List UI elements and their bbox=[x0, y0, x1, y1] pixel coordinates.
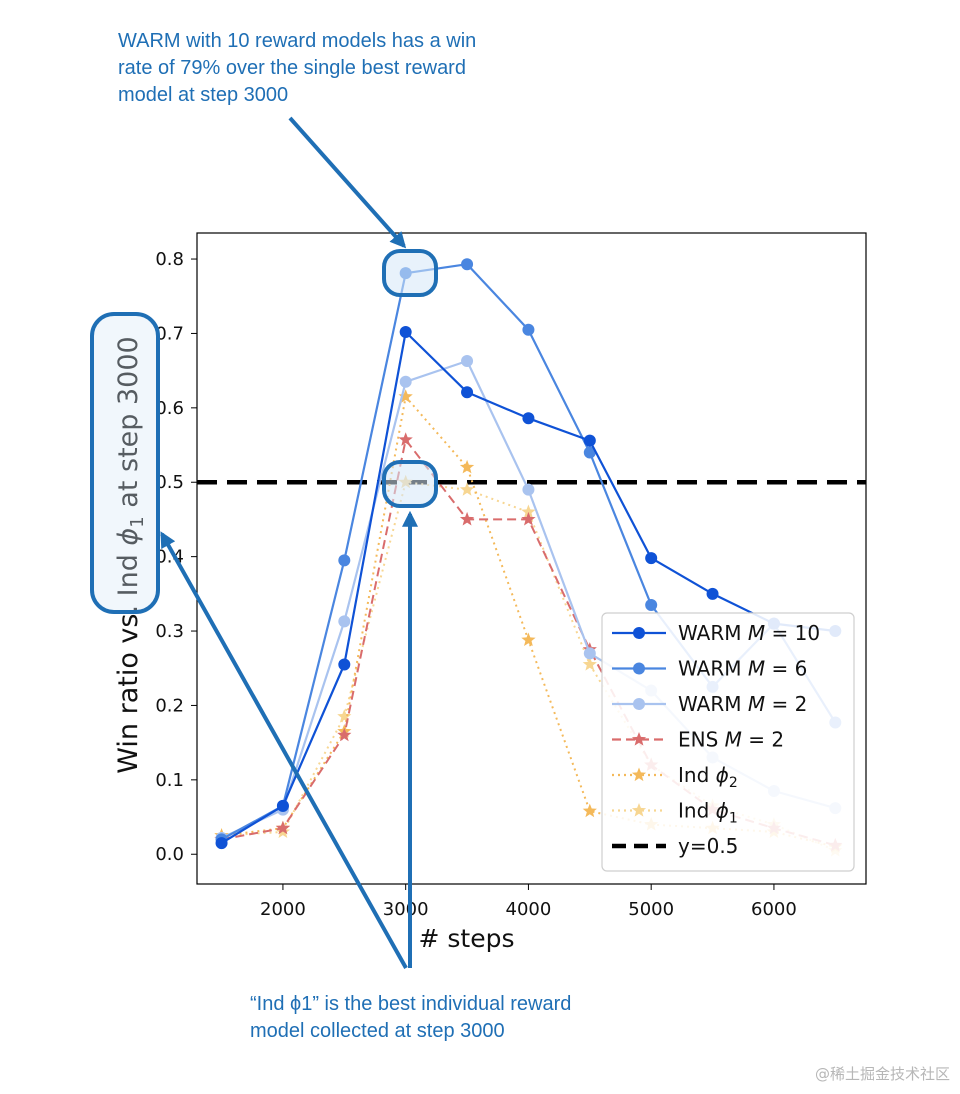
y-tick-label: 0.2 bbox=[155, 695, 184, 716]
data-point bbox=[275, 820, 291, 835]
annotation-top-line: model at step 3000 bbox=[118, 84, 289, 106]
legend-swatch-marker bbox=[631, 767, 647, 782]
legend-swatch-marker bbox=[633, 662, 645, 675]
x-tick-label: 6000 bbox=[751, 899, 797, 920]
data-point bbox=[583, 434, 596, 447]
data-point bbox=[521, 511, 536, 526]
data-point bbox=[215, 837, 228, 850]
arrow-to-peak bbox=[288, 116, 407, 249]
y-tick-label: 0.7 bbox=[155, 323, 184, 344]
legend-label-ens2: ENS M = 2 bbox=[678, 728, 784, 752]
data-point bbox=[522, 483, 535, 496]
data-point bbox=[398, 389, 413, 403]
data-point bbox=[461, 386, 474, 399]
legend-box bbox=[601, 612, 855, 872]
data-point bbox=[521, 632, 536, 646]
x-tick-label: 2000 bbox=[260, 899, 306, 920]
legend-label-warm10: WARM M = 10 bbox=[678, 621, 820, 645]
y-tick-label: 0.0 bbox=[155, 844, 184, 865]
axes: 2000 3000 4000 5000 60000.00.10.20.30.40.50.… bbox=[113, 232, 867, 953]
data-point bbox=[338, 554, 351, 567]
data-point bbox=[459, 482, 475, 496]
data-point bbox=[522, 412, 535, 425]
data-point bbox=[459, 459, 475, 474]
highlight-box-ylabel bbox=[90, 312, 160, 614]
annotation-top-line: WARM with 10 reward models has a win bbox=[118, 30, 477, 52]
data-point bbox=[706, 587, 719, 600]
legend-label-warm2: WARM M = 2 bbox=[678, 692, 807, 716]
legend-label-ind2: Ind ϕ2 bbox=[678, 763, 738, 791]
data-point bbox=[645, 599, 658, 611]
data-point bbox=[582, 803, 597, 818]
x-tick-label: 5000 bbox=[628, 899, 674, 920]
y-tick-label: 0.8 bbox=[155, 249, 184, 270]
plot-frame bbox=[196, 232, 867, 885]
data-point bbox=[582, 657, 597, 671]
watermark: @稀土掘金技术社区 bbox=[814, 1065, 950, 1083]
y-tick-label: 0.5 bbox=[155, 472, 184, 493]
y-tick-label: 0.3 bbox=[155, 621, 184, 642]
legend-swatch-marker bbox=[633, 698, 645, 710]
data-point bbox=[276, 799, 289, 812]
data-point bbox=[338, 615, 351, 628]
legend-label-ref: y=0.5 bbox=[678, 834, 738, 858]
data-point bbox=[583, 647, 596, 660]
legend-swatch-marker bbox=[631, 732, 647, 746]
data-point bbox=[338, 658, 351, 671]
annotation-top: WARM with 10 reward models has a win rat… bbox=[118, 28, 476, 109]
y-axis-label: Win ratio vs. Ind ϕ1 at step 3000 bbox=[113, 336, 148, 773]
annotation-bottom-line: “Ind ϕ1” is the best individual reward bbox=[250, 993, 572, 1015]
data-point bbox=[521, 504, 536, 519]
data-point bbox=[459, 511, 475, 526]
data-point bbox=[399, 375, 412, 388]
data-point bbox=[399, 325, 412, 338]
highlight-box-peak bbox=[382, 249, 438, 297]
x-tick-label: 4000 bbox=[506, 899, 552, 920]
annotation-top-line: rate of 79% over the single best reward bbox=[118, 57, 466, 79]
data-point bbox=[461, 258, 474, 271]
x-axis-label: # steps bbox=[419, 924, 515, 953]
data-point bbox=[583, 446, 596, 459]
annotation-overlay bbox=[90, 116, 438, 969]
legend-label-warm6: WARM M = 6 bbox=[678, 657, 807, 681]
legend-label-ind1: Ind ϕ1 bbox=[678, 799, 738, 827]
data-point bbox=[645, 552, 658, 565]
data-point bbox=[461, 354, 474, 367]
legend: WARM M = 10 WARM M = 6 WARM M = 2 ENS M = 2… bbox=[601, 612, 855, 872]
y-tick-label: 0.6 bbox=[155, 398, 184, 419]
annotation-bottom-line: model collected at step 3000 bbox=[250, 1020, 505, 1042]
annotation-bottom: “Ind ϕ1” is the best individual reward m… bbox=[250, 991, 571, 1045]
data-point bbox=[337, 727, 352, 742]
highlight-box-baseline bbox=[382, 460, 438, 508]
legend-swatch-marker bbox=[633, 627, 645, 639]
data-point bbox=[522, 323, 535, 336]
x-tick-label: 3000 bbox=[383, 899, 429, 920]
data-point bbox=[337, 709, 352, 723]
legend-swatch-marker bbox=[631, 803, 647, 817]
data-point bbox=[398, 432, 413, 446]
arrow-to-ylabel bbox=[160, 531, 408, 969]
y-tick-label: 0.1 bbox=[155, 770, 184, 791]
